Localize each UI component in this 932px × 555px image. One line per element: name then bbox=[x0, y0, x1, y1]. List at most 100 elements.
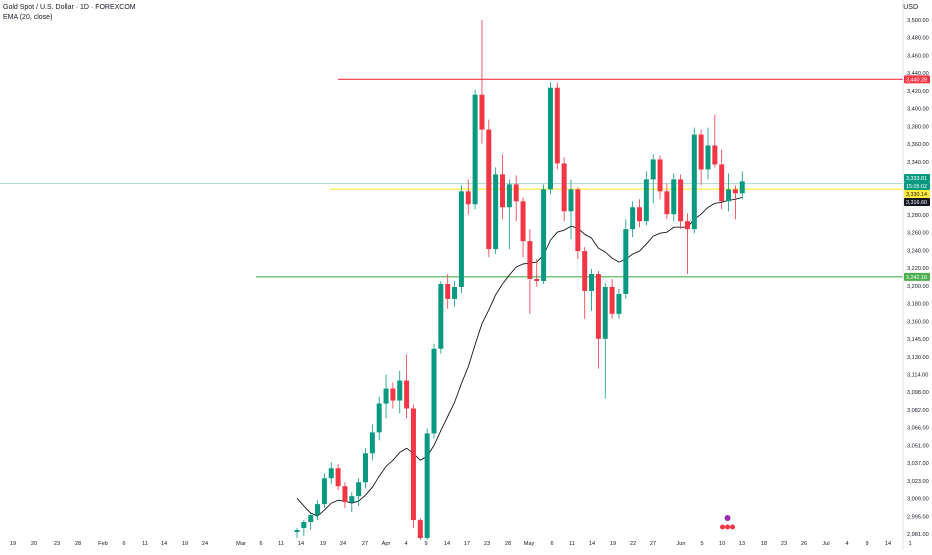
candle-body bbox=[376, 403, 382, 433]
candle-body bbox=[589, 274, 595, 291]
candle-down bbox=[554, 82, 560, 170]
candle-body bbox=[520, 201, 526, 242]
time-tick-label: 18 bbox=[761, 541, 767, 547]
time-tick-label: 14 bbox=[885, 541, 891, 547]
price-badge: 15:05:02 bbox=[904, 182, 930, 190]
candle-down bbox=[390, 382, 396, 409]
candle-body bbox=[582, 251, 588, 291]
time-tick-label: 27 bbox=[362, 541, 368, 547]
price-tick-label: 3,023.00 bbox=[907, 479, 929, 485]
time-tick-label: Jul bbox=[822, 541, 829, 547]
candle-body bbox=[698, 134, 704, 170]
symbol-title: Gold Spot / U.S. Dollar · 1D · FOREXCOM bbox=[3, 4, 136, 11]
event-markers bbox=[720, 515, 736, 530]
price-tick-label: 3,051.00 bbox=[907, 443, 929, 449]
candle-body bbox=[609, 286, 615, 314]
price-badge-label: 3,316.60 bbox=[906, 200, 927, 206]
time-tick-label: 13 bbox=[739, 541, 745, 547]
candle-up bbox=[438, 280, 444, 354]
candle-body bbox=[493, 174, 499, 250]
time-tick-label: 10 bbox=[719, 541, 725, 547]
candle-body bbox=[472, 94, 478, 205]
candle-up bbox=[705, 127, 711, 180]
candle-up bbox=[369, 424, 375, 461]
price-axis-labels: 3,500.00 3,480.00 3,460.00 3,440.00 3,420.00… bbox=[907, 18, 929, 538]
time-tick-label: 14 bbox=[444, 541, 450, 547]
candle-down bbox=[684, 213, 690, 275]
price-tick-label: 3,180.00 bbox=[907, 302, 929, 308]
price-tick-label: 3,400.00 bbox=[907, 107, 929, 113]
candle-down bbox=[719, 149, 725, 210]
candle-body bbox=[438, 283, 444, 349]
time-tick-label: 11 bbox=[142, 541, 148, 547]
candle-body bbox=[719, 164, 725, 202]
time-axis-labels: 19 20 23 28 Feb 6 11 14 19 24 Mar 6 11 14 19 24 27 Apr 4 9 1… bbox=[10, 541, 912, 547]
candle-body bbox=[568, 189, 574, 212]
time-tick-label: 20 bbox=[31, 541, 37, 547]
candle-body bbox=[739, 181, 745, 194]
price-badge: 3,440.39 bbox=[904, 75, 930, 84]
candle-body bbox=[513, 184, 519, 202]
price-tick-label: 3,480.00 bbox=[907, 36, 929, 42]
candle-body bbox=[684, 221, 690, 230]
candle-down bbox=[513, 175, 519, 222]
price-badge: 3,242.16 bbox=[904, 272, 930, 281]
chart-legend: Gold Spot / U.S. Dollar · 1D · FOREXCOM … bbox=[3, 3, 136, 23]
candle-down bbox=[575, 187, 581, 260]
price-tick-label: 3,145.00 bbox=[907, 337, 929, 343]
time-tick-label: 28 bbox=[505, 541, 511, 547]
candle-down bbox=[445, 274, 451, 309]
candle-down bbox=[732, 185, 738, 220]
candle-body bbox=[383, 388, 389, 404]
candle-up bbox=[726, 173, 732, 212]
flag-icon bbox=[725, 524, 731, 530]
candle-up bbox=[643, 171, 649, 226]
candle-up bbox=[739, 171, 745, 200]
price-tick-label: 2,995.00 bbox=[907, 514, 929, 520]
candle-body bbox=[595, 274, 601, 339]
candle-up bbox=[650, 154, 656, 204]
candle-body bbox=[726, 189, 732, 202]
candle-down bbox=[657, 155, 663, 200]
candle-up bbox=[315, 500, 321, 521]
candle-up bbox=[356, 478, 362, 507]
candle-body bbox=[500, 174, 505, 208]
candle-up bbox=[452, 280, 458, 307]
candle-body bbox=[294, 530, 300, 533]
candle-down bbox=[410, 404, 416, 529]
price-badge-bg bbox=[904, 272, 930, 281]
time-tick-label: Apr bbox=[382, 541, 391, 547]
candle-down bbox=[637, 199, 642, 228]
candle-body bbox=[479, 94, 485, 130]
candle-body bbox=[561, 163, 567, 212]
candle-body bbox=[369, 432, 375, 454]
candle-down bbox=[712, 114, 718, 168]
time-tick-label: May bbox=[524, 541, 535, 547]
price-badge-label: 15:05:02 bbox=[906, 184, 927, 190]
candle-down bbox=[595, 271, 601, 369]
time-tick-label: Jun bbox=[676, 541, 685, 547]
candle-up bbox=[363, 448, 368, 489]
price-tick-label: 3,066.00 bbox=[907, 426, 929, 432]
time-tick-label: 6 bbox=[550, 541, 553, 547]
candle-body bbox=[465, 191, 471, 205]
candle-body bbox=[616, 293, 622, 314]
candle-up bbox=[328, 462, 334, 485]
candle-body bbox=[301, 522, 307, 529]
candle-body bbox=[602, 286, 608, 339]
candle-body bbox=[705, 145, 711, 170]
time-tick-label: Mar bbox=[236, 541, 246, 547]
candle-up bbox=[424, 428, 430, 540]
price-tick-label: 3,160.00 bbox=[907, 319, 929, 325]
time-tick-label: 23 bbox=[54, 541, 60, 547]
price-badge-label: 3,333.81 bbox=[906, 176, 927, 182]
price-badge-bg bbox=[904, 75, 930, 84]
candle-body bbox=[397, 380, 403, 401]
candle-down bbox=[465, 179, 471, 215]
time-tick-label: 5 bbox=[700, 541, 703, 547]
candle-up bbox=[431, 343, 437, 439]
candle-down bbox=[561, 157, 567, 222]
candle-body bbox=[390, 388, 396, 401]
